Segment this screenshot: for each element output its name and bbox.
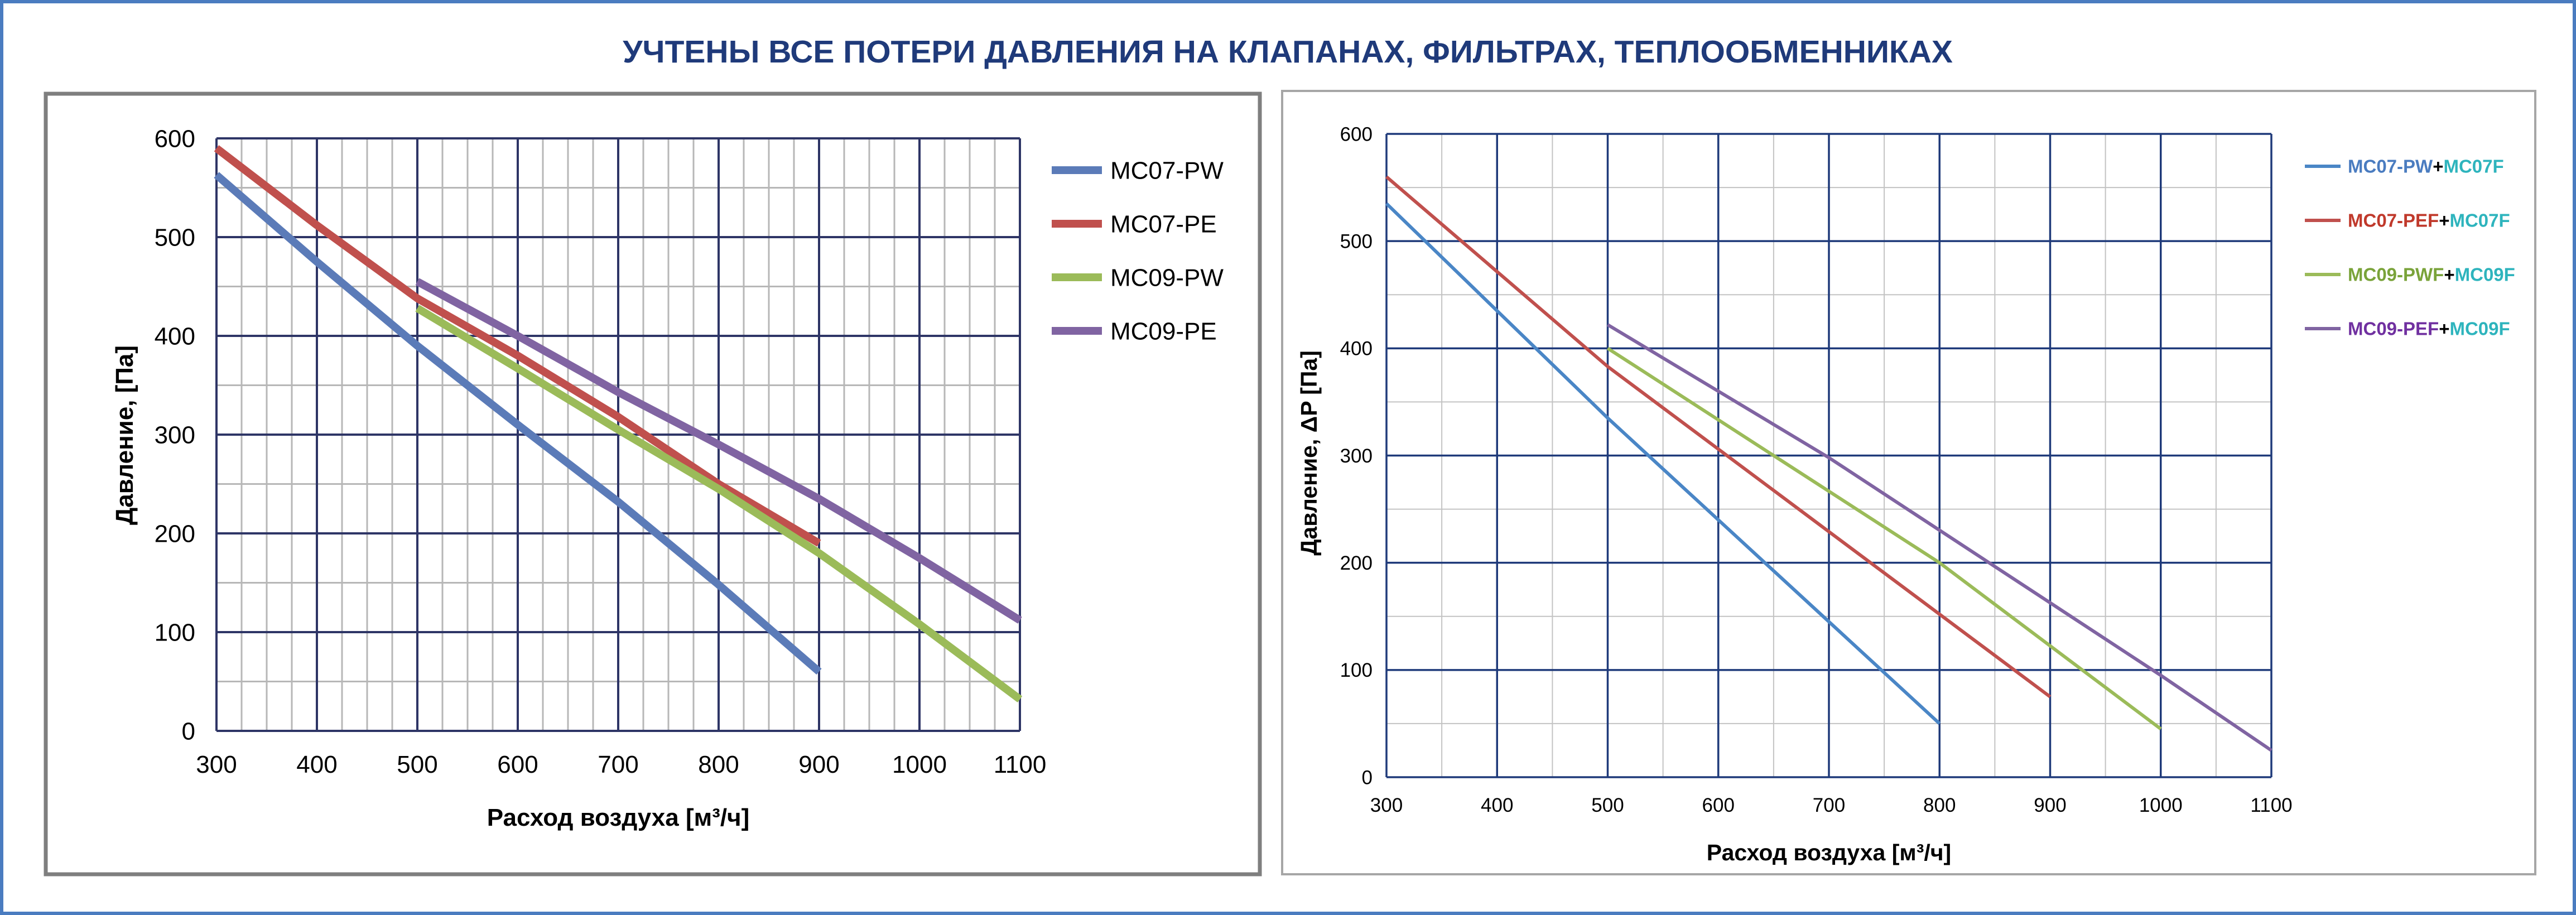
right-legend-label-part: + xyxy=(2439,319,2449,339)
right-legend-label-part: + xyxy=(2433,156,2443,177)
right-y-tick-label: 100 xyxy=(1340,659,1373,681)
right-legend-label-part: MC09F xyxy=(2455,264,2515,285)
left-y-tick-label: 0 xyxy=(182,717,195,745)
left-x-axis-title: Расход воздуха [м³/ч] xyxy=(487,804,750,831)
left-y-tick-label: 300 xyxy=(155,421,195,449)
left-series-line-2 xyxy=(214,145,821,547)
left-legend-label: MC07-PE xyxy=(1110,210,1217,238)
right-series-line-3 xyxy=(1606,346,2162,730)
right-y-axis-title: Давление, ΔP [Па] xyxy=(1296,350,1322,556)
left-x-tick-label: 500 xyxy=(397,751,437,778)
left-x-tick-label: 1000 xyxy=(892,751,947,778)
left-x-tick-label: 300 xyxy=(196,751,237,778)
left-y-tick-label: 400 xyxy=(155,322,195,350)
left-legend-label: MC07-PW xyxy=(1110,157,1224,184)
left-y-axis-title: Давление, [Па] xyxy=(111,345,138,525)
right-x-tick-label: 400 xyxy=(1481,794,1513,816)
left-y-tick-label: 500 xyxy=(155,224,195,251)
left-x-tick-label: 800 xyxy=(698,751,739,778)
right-y-tick-label: 0 xyxy=(1362,767,1373,788)
right-legend-label-part: + xyxy=(2444,264,2454,285)
right-legend-label-part: + xyxy=(2439,210,2449,231)
left-y-tick-label: 100 xyxy=(155,619,195,646)
left-series-line-1 xyxy=(214,172,822,675)
right-y-tick-label: 400 xyxy=(1340,338,1373,360)
right-y-tick-label: 300 xyxy=(1340,445,1373,467)
right-legend-label: MC09-PEF+MC09F xyxy=(2348,319,2510,339)
left-legend-label: MC09-PW xyxy=(1110,264,1224,291)
left-series-line-3 xyxy=(415,305,1023,702)
right-x-tick-label: 300 xyxy=(1370,794,1403,816)
right-legend-label: MC07-PW+MC07F xyxy=(2348,156,2504,177)
right-y-tick-label: 200 xyxy=(1340,552,1373,574)
left-x-tick-label: 700 xyxy=(598,751,638,778)
right-x-tick-label: 700 xyxy=(1813,794,1845,816)
page-title: УЧТЕНЫ ВСЕ ПОТЕРИ ДАВЛЕНИЯ НА КЛАПАНАХ, … xyxy=(623,34,1953,70)
right-legend-label: MC09-PWF+MC09F xyxy=(2348,264,2515,285)
right-legend-label-part: MC07-PEF xyxy=(2348,210,2439,231)
left-x-tick-label: 900 xyxy=(798,751,839,778)
right-legend-label-part: MC07F xyxy=(2443,156,2503,177)
left-legend-label: MC09-PE xyxy=(1110,317,1217,345)
right-y-tick-label: 600 xyxy=(1340,123,1373,145)
right-x-tick-label: 600 xyxy=(1702,794,1735,816)
right-chart: 300 400 500 600 700 800 900 1000 1100 0 100 200 300 4… xyxy=(1296,123,2515,865)
left-y-tick-label: 200 xyxy=(155,520,195,547)
right-x-axis-title: Расход воздуха [м³/ч] xyxy=(1707,840,1951,865)
right-legend-label-part: MC09-PEF xyxy=(2348,319,2439,339)
right-x-tick-label: 1100 xyxy=(2250,794,2292,816)
right-x-tick-label: 800 xyxy=(1923,794,1956,816)
right-x-tick-label: 1000 xyxy=(2139,794,2183,816)
left-y-tick-label: 600 xyxy=(155,125,195,152)
right-x-tick-label: 900 xyxy=(2034,794,2066,816)
right-chart-panel xyxy=(1281,90,2536,875)
left-x-tick-label: 400 xyxy=(296,751,337,778)
right-series-line-4 xyxy=(1606,323,2272,752)
left-chart: 300 400 500 600 700 800 900 1000 1100 0 100 200 300 4… xyxy=(111,125,1224,831)
left-x-tick-label: 1100 xyxy=(994,751,1047,778)
right-legend-label-part: MC07F xyxy=(2449,210,2510,231)
left-series-line-4 xyxy=(415,278,1022,624)
left-x-tick-label: 600 xyxy=(497,751,538,778)
right-legend-label-part: MC09F xyxy=(2449,319,2510,339)
right-y-tick-label: 500 xyxy=(1340,230,1373,252)
right-legend-label-part: MC07-PW xyxy=(2348,156,2433,177)
right-legend-label-part: MC09-PWF xyxy=(2348,264,2444,285)
right-x-tick-label: 500 xyxy=(1591,794,1624,816)
right-series-line-1 xyxy=(1385,202,1941,725)
right-legend-label: MC07-PEF+MC07F xyxy=(2348,210,2510,231)
right-series-line-2 xyxy=(1385,175,2052,699)
